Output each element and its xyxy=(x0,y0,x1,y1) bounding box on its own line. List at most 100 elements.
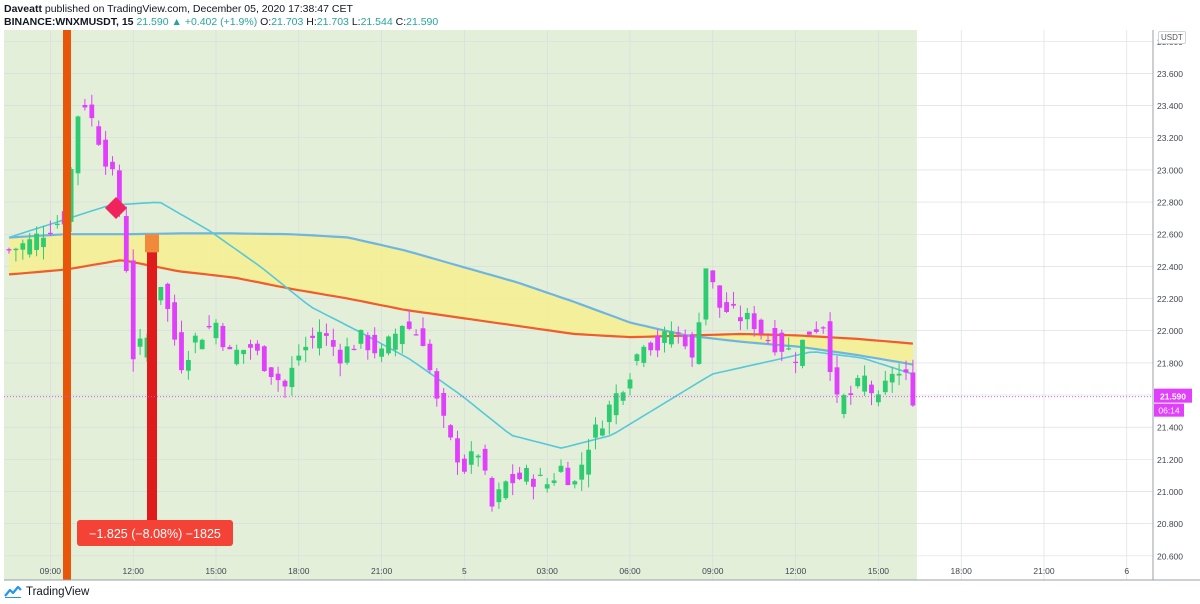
candle-body xyxy=(317,331,322,349)
bull-candle xyxy=(544,478,550,493)
candle-body xyxy=(586,449,591,475)
symbol-label[interactable]: BINANCE:WNXMUSDT, 15 xyxy=(4,16,134,28)
candle-body xyxy=(793,361,798,364)
candle-body xyxy=(600,428,605,436)
bull-candle xyxy=(876,390,881,407)
bear-candle xyxy=(282,379,288,399)
bear-candle xyxy=(310,327,315,349)
time-tick-label: 21:00 xyxy=(1033,566,1055,576)
candle-body xyxy=(738,317,743,322)
candle-body xyxy=(710,270,716,283)
bear-candle xyxy=(448,424,453,441)
candle-body xyxy=(689,334,695,358)
change-up-icon: ▲ xyxy=(171,16,182,28)
candle-body xyxy=(96,126,102,145)
entry-session-marker xyxy=(63,30,71,580)
trade-loss-bar xyxy=(147,252,157,524)
bear-candle xyxy=(434,368,440,407)
candle-body xyxy=(820,327,826,329)
publisher-name[interactable]: Daveatt xyxy=(4,3,42,15)
bear-candle xyxy=(372,327,378,359)
bear-candle xyxy=(179,320,184,374)
open-label: O: xyxy=(260,16,272,28)
price-tick-label: 22.800 xyxy=(1157,198,1183,208)
bear-candle xyxy=(48,220,53,236)
price-tick-label: 23.400 xyxy=(1157,101,1183,111)
candle-body xyxy=(731,303,736,306)
bear-candle xyxy=(482,444,488,475)
candle-body xyxy=(724,302,729,313)
price-axis[interactable]: 20.60020.80021.00021.20021.40021.60021.8… xyxy=(1152,30,1192,580)
candle-body xyxy=(268,367,274,377)
open-value: 21.703 xyxy=(271,16,304,28)
bull-candle xyxy=(475,453,481,467)
time-tick-label: 18:00 xyxy=(288,566,310,576)
candle-body xyxy=(537,474,543,476)
bull-candle xyxy=(393,328,398,357)
bull-candle xyxy=(627,373,633,396)
bear-candle xyxy=(82,98,88,111)
bull-candle xyxy=(696,312,702,365)
signal-diamond-marker xyxy=(105,197,127,219)
trade-entry-block xyxy=(145,234,159,253)
trade-result-text: −1.825 (−8.08%) −1825 xyxy=(89,527,221,541)
candle-body xyxy=(620,392,626,401)
candle-body xyxy=(455,438,460,463)
candle-body xyxy=(13,248,19,251)
candle-body xyxy=(75,116,81,174)
time-tick-label: 12:00 xyxy=(123,566,145,576)
candle-body xyxy=(641,346,647,363)
price-tick-label: 21.800 xyxy=(1157,358,1183,368)
bull-candle xyxy=(399,325,405,354)
candle-body xyxy=(330,340,336,347)
candle-body xyxy=(800,339,805,366)
high-label: H: xyxy=(306,16,317,28)
bear-candle xyxy=(255,340,260,356)
candle-body xyxy=(220,325,226,348)
bear-candle xyxy=(427,339,433,374)
candle-body xyxy=(869,384,874,394)
bear-candle xyxy=(330,328,336,357)
candle-body xyxy=(613,393,619,416)
time-axis[interactable]: 09:00 12:00 15:00 18:00 21:00 5 03:00 06:00 09:0… xyxy=(4,566,1200,581)
candle-body xyxy=(910,372,916,406)
bull-candle xyxy=(199,338,205,350)
bull-candle xyxy=(158,286,164,305)
last-price-value: 21.590 xyxy=(136,16,169,28)
candle-body xyxy=(282,380,288,387)
candle-body xyxy=(531,478,536,487)
candle-body xyxy=(179,332,184,371)
candle-body xyxy=(744,312,750,320)
bear-candle xyxy=(227,344,233,350)
candle-body xyxy=(241,349,246,355)
bull-candle xyxy=(744,307,750,330)
tradingview-logo[interactable]: TradingView xyxy=(4,584,89,600)
bear-candle xyxy=(351,344,357,351)
bull-candle xyxy=(593,417,598,450)
currency-badge[interactable]: USDT xyxy=(1158,31,1186,44)
time-tick-label: 5 xyxy=(462,566,467,576)
close-label: C: xyxy=(395,16,407,28)
candle-body xyxy=(420,328,426,346)
bull-candle xyxy=(379,344,384,363)
bull-candle xyxy=(606,400,612,435)
bear-candle xyxy=(441,388,447,428)
candle-body xyxy=(192,335,198,343)
candle-body xyxy=(261,346,267,372)
bear-candle xyxy=(793,352,798,374)
candle-body xyxy=(855,377,861,387)
candle-body xyxy=(468,451,474,465)
bull-candle xyxy=(855,375,861,389)
last-price-tag-text: 21.590 xyxy=(1160,392,1186,402)
bull-candle xyxy=(496,482,502,509)
candle-body xyxy=(310,335,315,338)
candle-body xyxy=(379,348,384,357)
candle-body xyxy=(593,424,598,438)
bull-candle xyxy=(862,365,867,397)
candle-body xyxy=(606,404,612,423)
bull-candle xyxy=(841,393,847,419)
bull-candle xyxy=(27,232,33,258)
bear-candle xyxy=(903,360,909,381)
candle-body xyxy=(717,285,723,308)
